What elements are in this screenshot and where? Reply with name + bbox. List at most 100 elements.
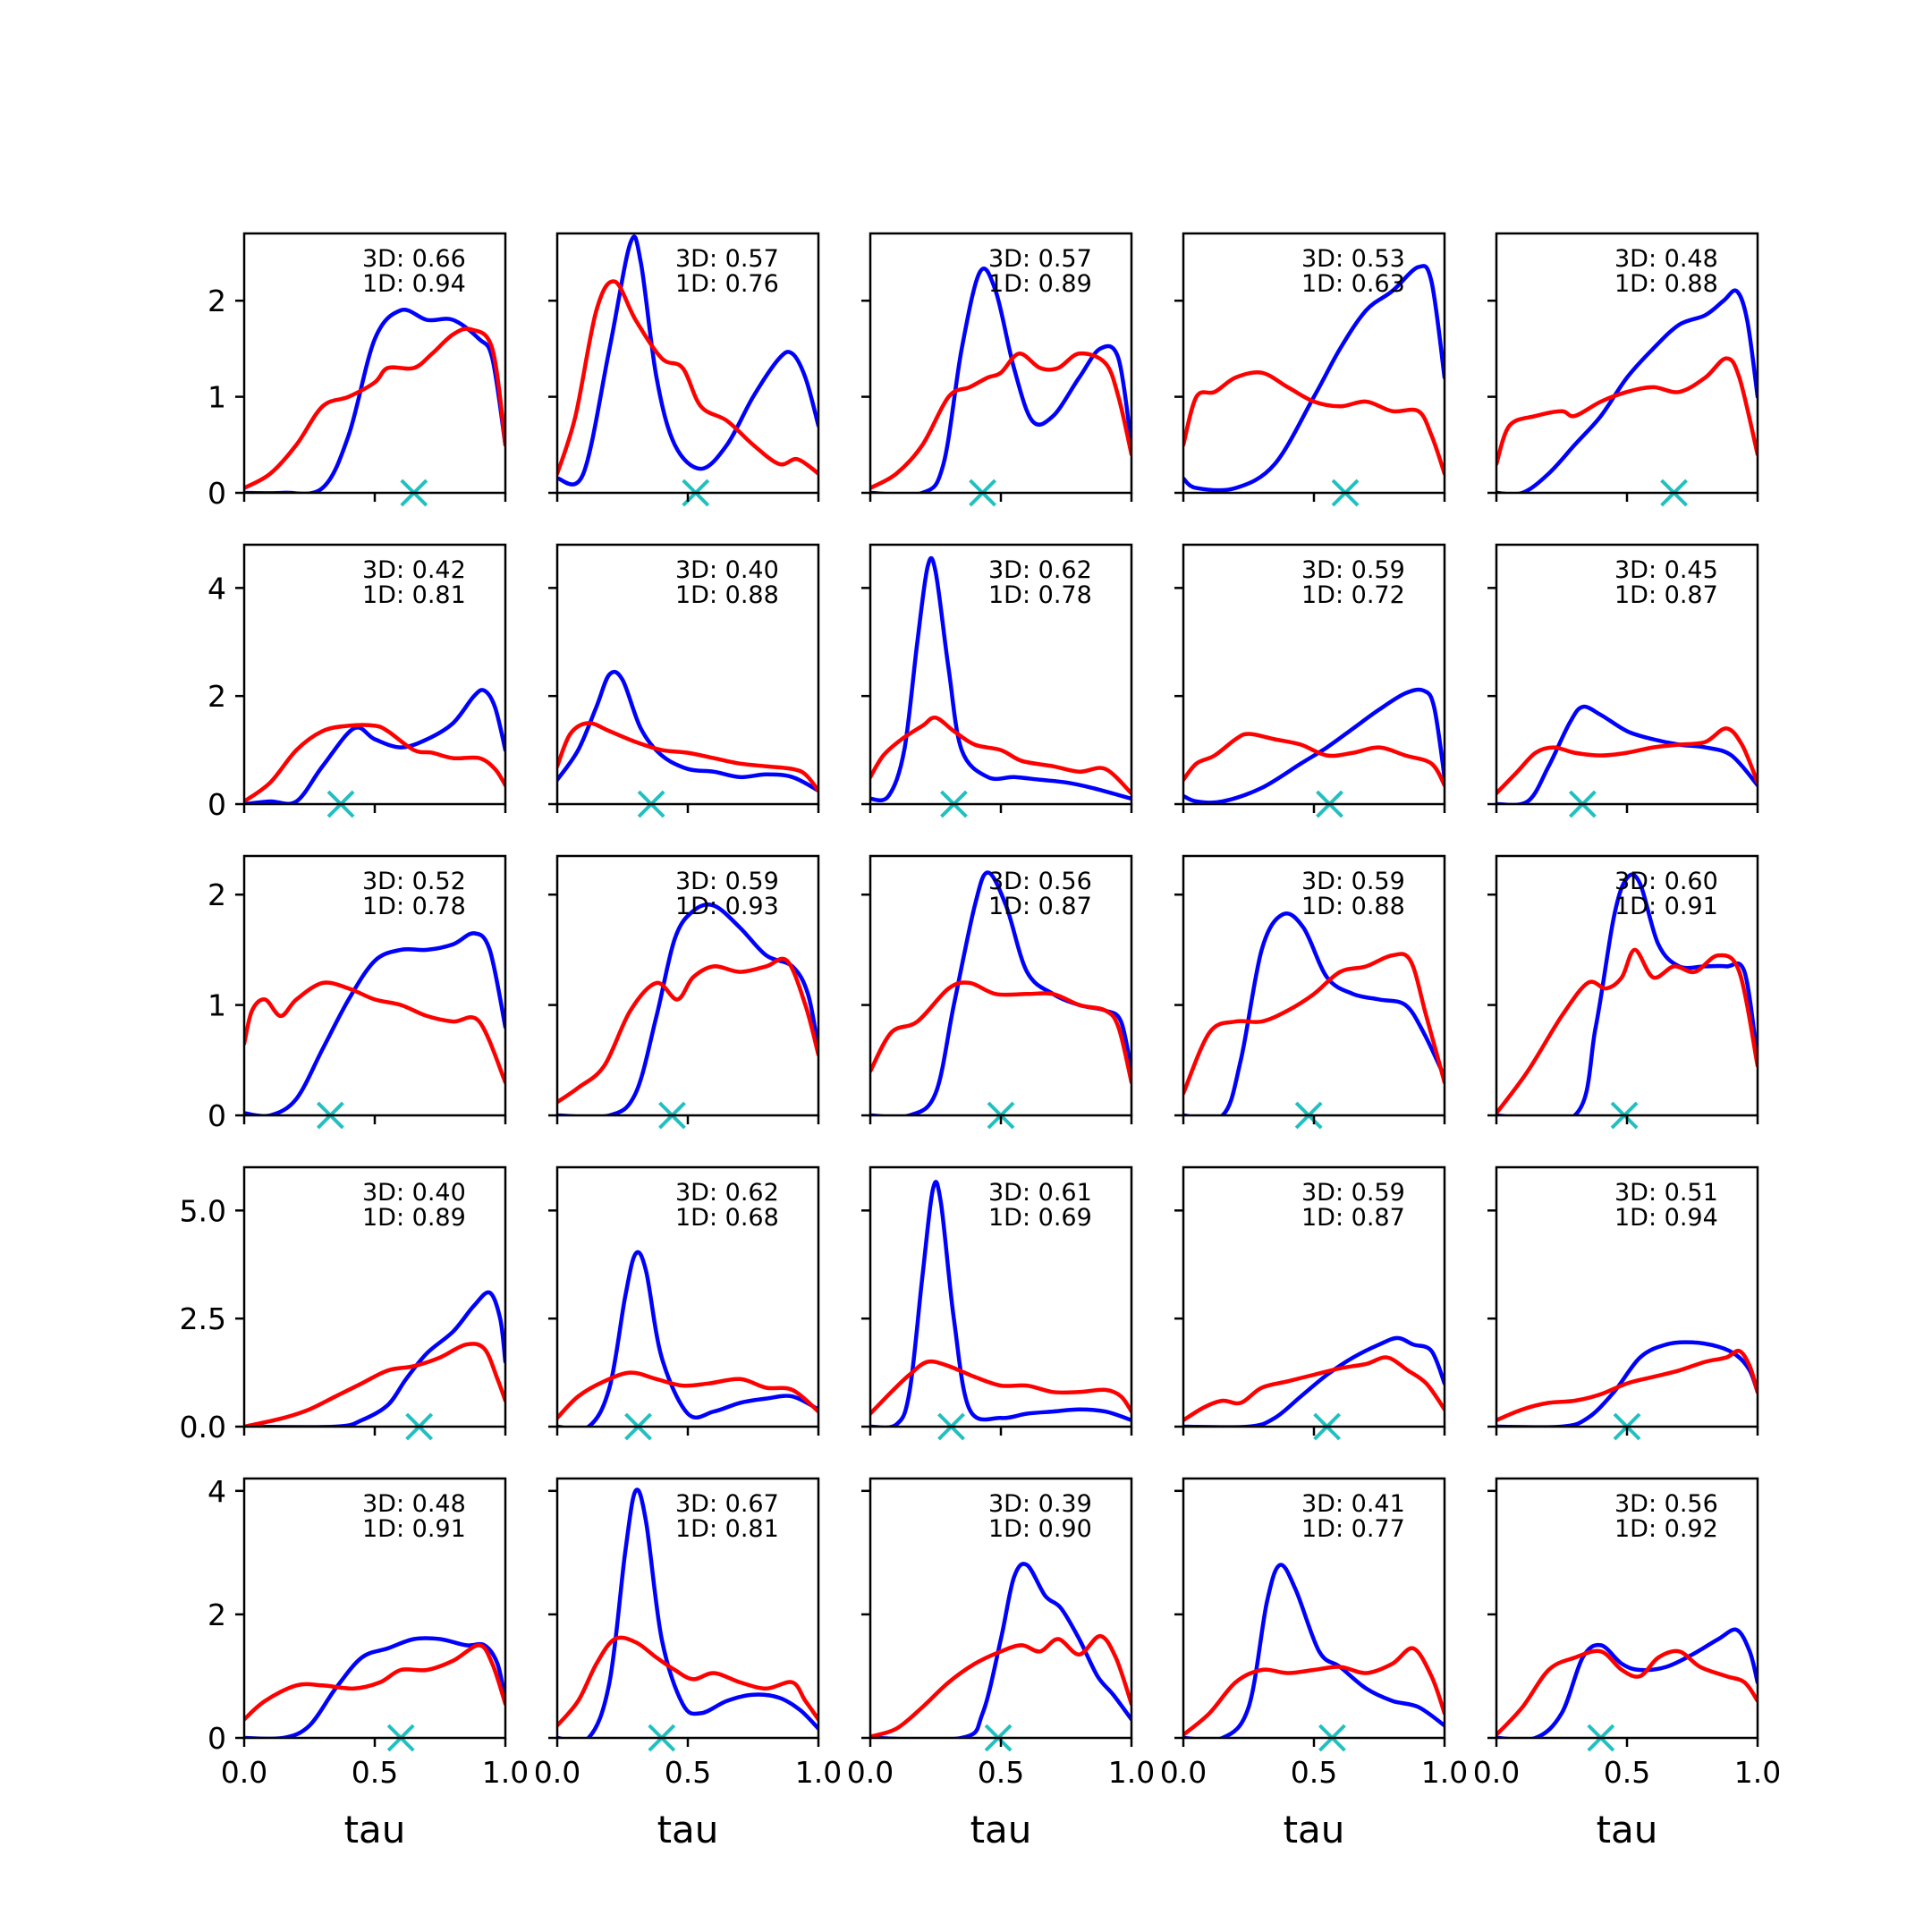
- annotation-1d: 1D: 0.92: [1614, 1515, 1718, 1543]
- annotation-3d: 3D: 0.57: [988, 245, 1092, 273]
- series-line-red: [1183, 732, 1445, 788]
- series-line-red: [557, 721, 818, 793]
- annotation-3d: 3D: 0.51: [1614, 1179, 1718, 1207]
- x-tick-label: 0.0: [847, 1755, 894, 1790]
- annotation-3d: 3D: 0.59: [1301, 868, 1405, 895]
- annotation-1d: 1D: 0.78: [988, 581, 1092, 609]
- series-line-red: [1496, 726, 1758, 796]
- annotation-1d: 1D: 0.81: [362, 581, 466, 609]
- series-line-blue: [557, 1487, 818, 1738]
- series-line-blue: [1496, 1627, 1758, 1738]
- x-tick-label: 0.0: [1473, 1755, 1520, 1790]
- series-line-red: [557, 956, 818, 1105]
- annotation-1d: 1D: 0.72: [1301, 581, 1405, 609]
- annotation-3d: 3D: 0.62: [988, 556, 1092, 584]
- x-axis-label: tau: [657, 1808, 719, 1852]
- annotation-3d: 3D: 0.48: [362, 1490, 466, 1518]
- y-tick-label: 1: [208, 988, 226, 1023]
- annotation-1d: 1D: 0.88: [675, 581, 779, 609]
- series-line-blue: [870, 555, 1131, 802]
- annotation-1d: 1D: 0.87: [1301, 1204, 1405, 1232]
- series-line-blue: [870, 267, 1131, 493]
- y-tick-label: 4: [208, 571, 226, 606]
- annotation-3d: 3D: 0.61: [988, 1179, 1092, 1207]
- x-axis-label: tau: [970, 1808, 1032, 1852]
- series-line-red: [870, 351, 1131, 490]
- series-line-blue: [1183, 1335, 1445, 1427]
- annotation-3d: 3D: 0.60: [1614, 868, 1718, 895]
- annotation-3d: 3D: 0.45: [1614, 556, 1718, 584]
- annotation-3d: 3D: 0.56: [988, 868, 1092, 895]
- x-tick-label: 1.0: [795, 1755, 842, 1790]
- annotation-1d: 1D: 0.90: [988, 1515, 1092, 1543]
- annotation-1d: 1D: 0.89: [362, 1204, 466, 1232]
- series-line-red: [870, 1633, 1131, 1738]
- annotation-1d: 1D: 0.91: [362, 1515, 466, 1543]
- y-tick-label: 2: [208, 1597, 226, 1632]
- annotation-1d: 1D: 0.89: [988, 270, 1092, 298]
- series-line-red: [244, 1643, 505, 1722]
- series-line-blue: [244, 308, 505, 493]
- x-tick-label: 1.0: [482, 1755, 529, 1790]
- annotation-1d: 1D: 0.87: [1614, 581, 1718, 609]
- x-tick-label: 1.0: [1421, 1755, 1468, 1790]
- series-line-red: [244, 326, 505, 490]
- y-tick-label: 0.0: [180, 1410, 226, 1445]
- annotation-1d: 1D: 0.77: [1301, 1515, 1405, 1543]
- y-tick-label: 4: [208, 1474, 226, 1509]
- annotation-3d: 3D: 0.67: [675, 1490, 779, 1518]
- annotation-1d: 1D: 0.94: [362, 270, 466, 298]
- series-line-red: [1496, 356, 1758, 467]
- x-tick-label: 0.5: [665, 1755, 711, 1790]
- series-line-blue: [1183, 1563, 1445, 1738]
- series-line-blue: [557, 669, 818, 793]
- annotation-3d: 3D: 0.41: [1301, 1490, 1405, 1518]
- annotation-1d: 1D: 0.81: [675, 1515, 779, 1543]
- series-line-blue: [557, 234, 818, 487]
- annotation-3d: 3D: 0.53: [1301, 245, 1405, 273]
- y-tick-label: 2: [208, 679, 226, 714]
- series-line-red: [1496, 947, 1758, 1115]
- series-line-blue: [1496, 1340, 1758, 1427]
- x-tick-label: 0.0: [221, 1755, 267, 1790]
- annotation-3d: 3D: 0.40: [675, 556, 779, 584]
- x-tick-label: 0.5: [1604, 1755, 1650, 1790]
- series-line-blue: [1183, 264, 1445, 493]
- x-tick-label: 0.0: [1160, 1755, 1207, 1790]
- annotation-3d: 3D: 0.42: [362, 556, 466, 584]
- series-line-red: [1183, 1646, 1445, 1737]
- annotation-3d: 3D: 0.59: [1301, 556, 1405, 584]
- x-tick-label: 0.5: [978, 1755, 1024, 1790]
- series-line-red: [870, 715, 1131, 796]
- annotation-1d: 1D: 0.63: [1301, 270, 1405, 298]
- series-line-blue: [1183, 687, 1445, 804]
- x-tick-label: 1.0: [1108, 1755, 1155, 1790]
- series-line-blue: [870, 1562, 1131, 1738]
- series-line-red: [870, 980, 1131, 1085]
- series-line-blue: [244, 688, 505, 804]
- series-line-red: [244, 980, 505, 1085]
- annotation-3d: 3D: 0.39: [988, 1490, 1092, 1518]
- annotation-3d: 3D: 0.59: [675, 868, 779, 895]
- series-line-red: [1183, 370, 1445, 476]
- series-line-red: [1496, 1648, 1758, 1737]
- annotation-3d: 3D: 0.57: [675, 245, 779, 273]
- series-line-red: [244, 723, 505, 804]
- y-tick-label: 0: [208, 476, 226, 511]
- annotation-1d: 1D: 0.91: [1614, 893, 1718, 920]
